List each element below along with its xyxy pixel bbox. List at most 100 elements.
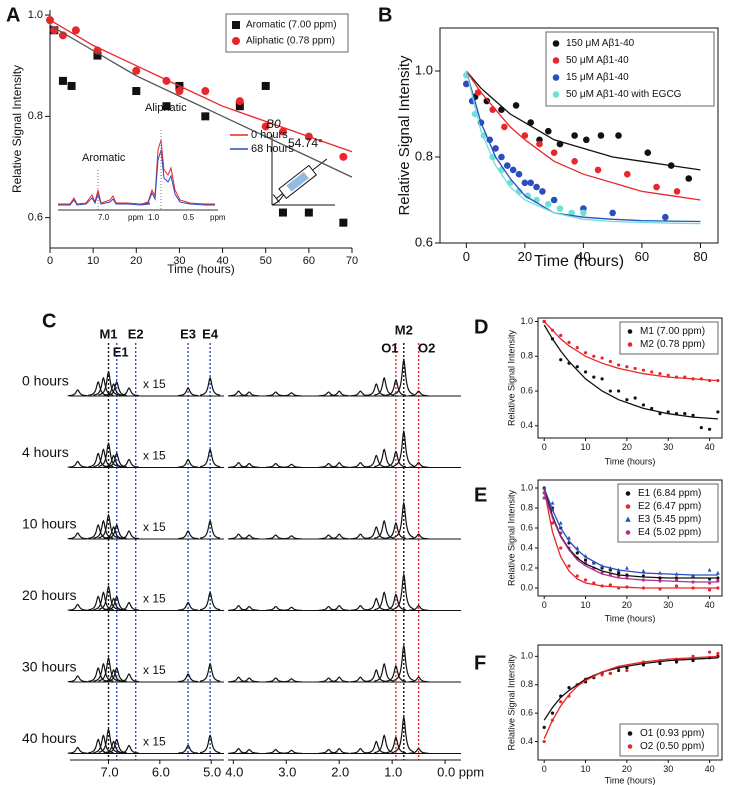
marker — [594, 166, 602, 174]
marker — [559, 546, 563, 550]
y-tick-label: 0.4 — [520, 420, 533, 430]
marker — [685, 175, 693, 182]
x-tick-label: 30 — [173, 255, 185, 267]
x-tick-label: 50 — [260, 255, 272, 267]
marker — [608, 583, 612, 587]
marker — [544, 201, 552, 208]
marker — [261, 81, 270, 90]
x-axis-label: Time (hours) — [605, 613, 656, 623]
spectrum-peak — [385, 521, 407, 539]
spectrum-peak — [199, 448, 221, 468]
fit-line — [543, 657, 718, 721]
inset-spectrum — [141, 149, 215, 206]
marker — [583, 351, 588, 355]
marker — [583, 370, 588, 374]
x-tick-label: 30 — [663, 764, 673, 774]
x-tick-label: 60 — [635, 249, 649, 264]
scale-label: x 15 — [143, 735, 166, 749]
panel-letter: B — [378, 4, 392, 26]
marker — [617, 571, 621, 575]
marker — [653, 183, 660, 191]
x-tick-label: 20 — [622, 442, 632, 452]
spectrum-peak — [119, 744, 139, 754]
x-tick-label: 40 — [216, 255, 228, 267]
legend-label: 50 μM Aβ1-40 — [566, 55, 629, 66]
marker — [509, 166, 517, 174]
x-tick-label: 20 — [518, 249, 532, 264]
y-tick-label: 0.0 — [520, 582, 533, 592]
marker — [550, 500, 555, 505]
y-tick-label: 1.0 — [28, 9, 43, 21]
marker — [691, 413, 695, 417]
x-tick-label: 5.0 — [203, 764, 221, 779]
marker — [556, 205, 564, 212]
marker — [707, 427, 712, 431]
spectrum-peak — [385, 450, 407, 468]
spectrum-peak — [366, 597, 387, 611]
marker — [501, 123, 508, 131]
fit-line — [543, 324, 718, 420]
marker — [591, 560, 596, 565]
legend-label: 150 μM Aβ1-40 — [566, 38, 635, 49]
spectrum-peak — [329, 605, 350, 611]
marker — [658, 412, 662, 416]
marker — [132, 66, 141, 75]
marker — [512, 102, 520, 109]
legend-label: E3 (5.45 ppm) — [638, 514, 701, 525]
fit-line — [543, 492, 718, 583]
legend-label: 15 μM Aβ1-40 — [566, 72, 629, 83]
marker-label: E2 — [128, 326, 144, 341]
spectrum-peak — [318, 534, 339, 540]
x-tick-label: 10 — [581, 442, 591, 452]
marker — [483, 97, 491, 105]
legend-marker — [627, 342, 633, 347]
scale-label: x 15 — [143, 592, 166, 606]
marker — [625, 398, 629, 402]
x-tick-label: 40 — [705, 442, 715, 452]
marker-label: O2 — [418, 340, 435, 355]
spectrum-peak — [239, 605, 260, 611]
fit-line — [543, 655, 718, 739]
marker — [592, 375, 596, 379]
y-tick-label: 0.4 — [520, 736, 533, 746]
spectrum-peak — [67, 389, 88, 397]
y-axis-label: Relative Signal Intensity — [396, 55, 413, 216]
marker — [592, 354, 596, 358]
spectrum-peak — [329, 676, 350, 683]
marker — [550, 711, 555, 715]
inset-label: ppm — [128, 213, 144, 222]
spectrum-peak — [393, 429, 414, 467]
marker — [715, 570, 720, 575]
spectrum-peak — [329, 748, 350, 754]
fit-line — [465, 70, 701, 225]
spectrum-peak — [239, 748, 260, 754]
spectrum-peak — [239, 677, 260, 683]
x-tick-label: 10 — [581, 600, 591, 610]
spectrum-peak — [366, 454, 387, 468]
x-tick-label: 20 — [622, 600, 632, 610]
field-label: B0 — [266, 117, 281, 131]
spectrum-peak — [67, 746, 88, 754]
spectrum-peak — [98, 727, 119, 753]
legend-box — [617, 483, 719, 543]
legend-marker — [627, 731, 633, 736]
marker — [625, 668, 629, 673]
spectrum-peak — [88, 452, 109, 468]
marker — [580, 209, 587, 217]
marker — [623, 170, 631, 178]
scale-label: x 15 — [143, 449, 166, 463]
marker — [575, 551, 579, 555]
x-tick-label: 80 — [693, 249, 707, 264]
y-tick-label: 1.0 — [520, 482, 533, 492]
y-tick-label: 0.8 — [520, 679, 533, 689]
y-tick-label: 0.8 — [28, 110, 43, 122]
spectrum-peak — [98, 370, 119, 396]
marker — [716, 651, 720, 656]
x-tick-label: 60 — [303, 255, 315, 267]
x-tick-label: 70 — [346, 255, 358, 267]
marker — [498, 106, 505, 113]
plot-frame — [537, 644, 723, 761]
spectrum-peak — [199, 734, 221, 754]
marker — [658, 372, 662, 376]
y-tick-label: 1.0 — [520, 316, 533, 326]
